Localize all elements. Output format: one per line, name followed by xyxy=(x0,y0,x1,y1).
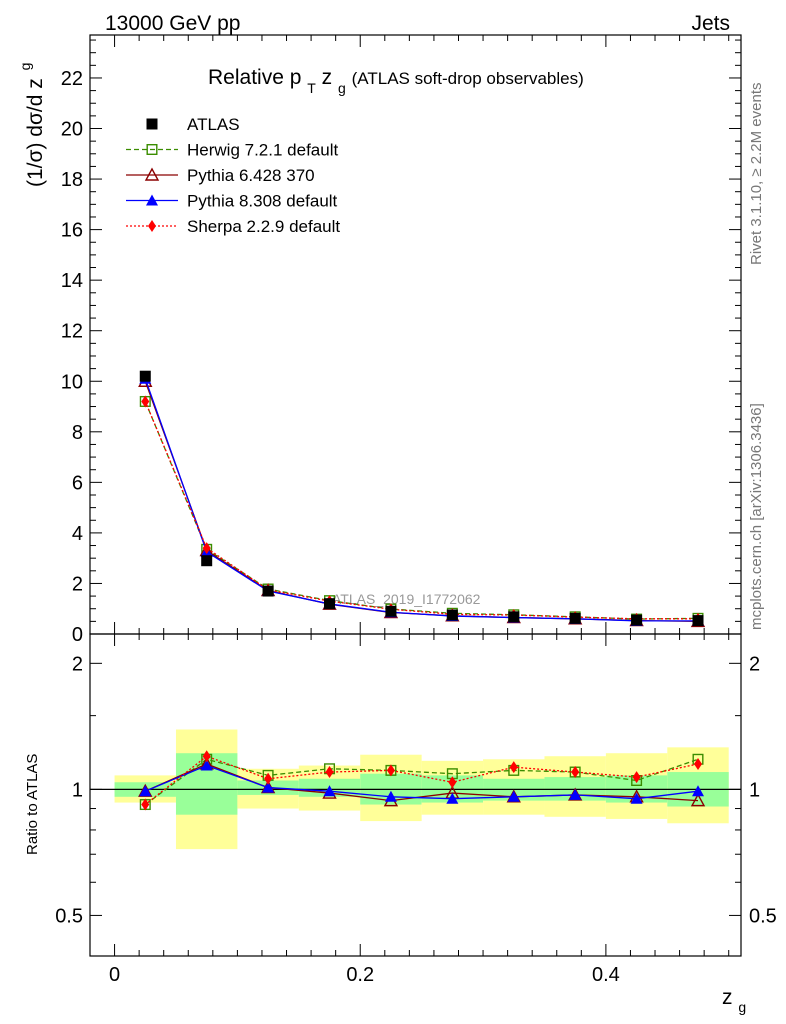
main-ytick-label-8: 16 xyxy=(61,220,83,242)
series-3-ratio-point-2 xyxy=(262,781,275,793)
series-3-ratio-point-0 xyxy=(139,785,152,797)
series-2-ratio-point-9 xyxy=(690,793,706,807)
main-ytick-label-3: 6 xyxy=(72,472,83,494)
series-3-ratio-point-7 xyxy=(569,788,582,800)
header-right: Jets xyxy=(691,12,730,35)
series-4-ratio-point-7 xyxy=(571,766,580,779)
xtick-label-0: 0 xyxy=(109,964,120,986)
main-ytick-label-0: 0 xyxy=(72,624,83,646)
ratio-bands xyxy=(90,729,741,850)
legend-label-1: Herwig 7.2.1 default xyxy=(187,141,338,160)
ratio-ytick-label-left-0: 0.5 xyxy=(55,905,83,927)
series-4-ratio-point-8 xyxy=(632,771,641,784)
series-3-ratio-point-1 xyxy=(200,759,213,771)
header-left: 13000 GeV pp xyxy=(105,12,240,35)
plot-title: Relative p T z g (ATLAS soft-drop observ… xyxy=(208,66,584,98)
series-4-main-point-0 xyxy=(141,395,150,408)
title-sub-t: T xyxy=(307,80,316,96)
legend-marker-1 xyxy=(146,143,158,155)
y-axis-label-main-text: (1/σ) dσ/d z xyxy=(24,78,47,187)
xtick-label-1: 0.2 xyxy=(346,964,374,986)
main-ytick-label-4: 8 xyxy=(72,422,83,444)
ratio-ytick-label-left-2: 2 xyxy=(72,653,83,675)
series-2-main-line xyxy=(144,381,699,623)
x-axis-label-sub: g xyxy=(738,999,746,1015)
series-3-ratio-point-6 xyxy=(507,790,520,802)
series-3-ratio-point-3 xyxy=(323,785,336,797)
rivet-label: Rivet 3.1.10, ≥ 2.2M events xyxy=(748,83,765,266)
series-4-ratio-point-6 xyxy=(509,761,518,774)
y-axis-label-main: (1/σ) dσ/d z g xyxy=(17,63,47,187)
main-ytick-label-1: 2 xyxy=(72,573,83,595)
series-1-ratio-line xyxy=(144,758,699,806)
series-4-main-line xyxy=(144,401,699,620)
y-axis-label-main-sub: g xyxy=(17,63,33,71)
y-axis-label-ratio: Ratio to ATLAS xyxy=(24,754,41,855)
ratio-ytick-label-right-0: 0.5 xyxy=(749,905,777,927)
series-4-ratio-point-5 xyxy=(448,776,457,789)
title-sub-g: g xyxy=(338,80,346,96)
title-main: Relative p xyxy=(208,66,301,89)
series-0-main-point-2 xyxy=(262,585,274,597)
main-series-layer xyxy=(138,370,706,628)
main-ytick-label-5: 10 xyxy=(61,371,83,393)
series-4-ratio-point-1 xyxy=(202,750,211,763)
series-4-ratio-line xyxy=(144,755,699,806)
legend-marker-4 xyxy=(148,220,156,232)
x-axis-label: z g xyxy=(722,986,746,1015)
series-3-ratio-point-8 xyxy=(630,792,643,804)
main-ytick-label-2: 4 xyxy=(72,523,83,545)
legend-marker-2 xyxy=(144,167,160,181)
series-0-main-point-9 xyxy=(692,615,704,627)
series-4-ratio-point-0 xyxy=(141,798,150,811)
series-4-ratio-point-4 xyxy=(386,764,395,777)
main-ytick-label-7: 14 xyxy=(61,270,83,292)
series-4-main-point-1 xyxy=(202,542,211,555)
xtick-label-2: 0.4 xyxy=(592,964,620,986)
series-0-main-point-0 xyxy=(139,370,151,382)
series-1-main-line xyxy=(144,401,699,620)
series-0-main-point-1 xyxy=(201,555,213,567)
series-3-main-line xyxy=(144,378,699,622)
title-z: z xyxy=(322,66,333,89)
series-3-ratio-point-4 xyxy=(384,790,397,802)
series-0-main-point-4 xyxy=(385,605,397,617)
legend-label-4: Sherpa 2.2.9 default xyxy=(187,217,340,236)
series-4-ratio-point-9 xyxy=(694,757,703,770)
x-axis-label-text: z xyxy=(722,986,733,1009)
series-0-main-point-6 xyxy=(508,611,520,623)
series-0-main-point-7 xyxy=(569,612,581,624)
series-3-ratio-line xyxy=(145,764,699,800)
legend-label-2: Pythia 6.428 370 xyxy=(187,166,315,185)
series-0-main-point-8 xyxy=(631,614,643,626)
ratio-panel-frame xyxy=(89,633,742,957)
ratio-series-layer xyxy=(138,750,706,811)
series-3-ratio-point-5 xyxy=(446,792,459,804)
main-ytick-label-9: 18 xyxy=(61,169,83,191)
title-tail: (ATLAS soft-drop observables) xyxy=(352,69,584,88)
series-0-main-point-5 xyxy=(446,609,458,621)
series-4-ratio-point-3 xyxy=(325,766,334,779)
ratio-ytick-label-right-1: 1 xyxy=(749,779,760,801)
main-ytick-label-11: 22 xyxy=(61,68,83,90)
legend-marker-0 xyxy=(146,118,158,130)
series-3-ratio-point-9 xyxy=(692,785,705,797)
series-0-main-point-3 xyxy=(324,598,336,610)
mcplots-label: mcplots.cern.ch [arXiv:1306.3436] xyxy=(748,403,765,630)
analysis-watermark: ATLAS_2019_I1772062 xyxy=(332,591,481,607)
legend-marker-3 xyxy=(146,194,158,206)
ratio-ytick-label-left-1: 1 xyxy=(72,779,83,801)
series-4-ratio-point-2 xyxy=(264,772,273,785)
legend-label-3: Pythia 8.308 default xyxy=(187,192,338,211)
main-ytick-label-6: 12 xyxy=(61,321,83,343)
legend-label-0: ATLAS xyxy=(187,115,240,134)
main-ytick-label-10: 20 xyxy=(61,119,83,141)
legend: ATLAS Herwig 7.2.1 default Pythia 6.428 37… xyxy=(126,115,340,236)
series-2-ratio-line xyxy=(145,763,699,802)
ratio-ytick-label-right-2: 2 xyxy=(749,653,760,675)
